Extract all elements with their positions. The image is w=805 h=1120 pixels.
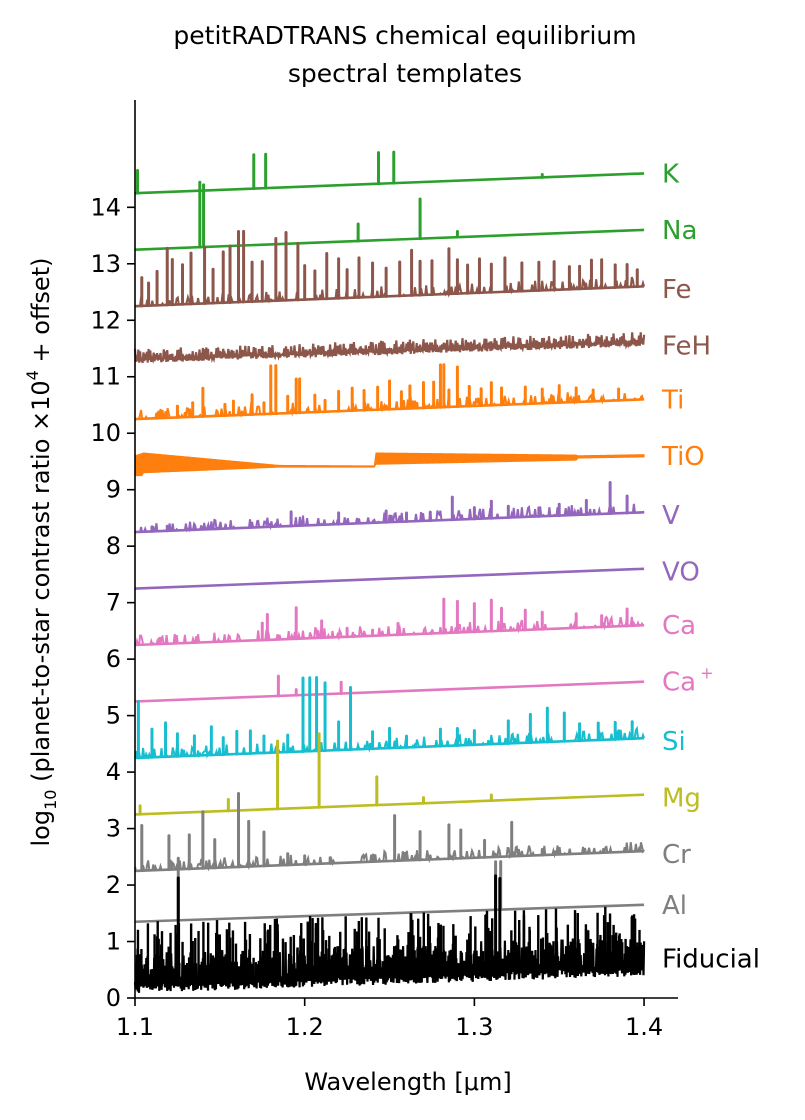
series-ca	[134, 597, 645, 647]
y-tick-label: 14	[90, 193, 121, 221]
series-continuum	[134, 567, 645, 590]
y-tick-label: 3	[106, 815, 121, 843]
series-noise	[135, 614, 645, 647]
series-continuum	[134, 172, 645, 195]
series-feh	[133, 332, 646, 364]
x-tick-label: 1.1	[116, 1013, 154, 1041]
species-label: Na	[662, 216, 697, 246]
series-continuum	[133, 332, 646, 364]
y-tick-label: 4	[106, 758, 121, 786]
series-si	[134, 675, 646, 760]
series-fe	[134, 229, 646, 308]
series-ca-ion	[134, 674, 645, 703]
series-vo	[134, 567, 645, 590]
x-tick-label: 1.4	[625, 1013, 663, 1041]
series-continuum	[134, 903, 645, 924]
y-axis-label-prefix-sub: 10	[41, 790, 60, 810]
series-continuum	[134, 680, 645, 703]
series-noise	[134, 503, 645, 534]
y-tick-label: 13	[90, 250, 121, 278]
y-axis-label-sup: 4	[23, 370, 42, 380]
x-axis-ticks: 1.1 1.2 1.3 1.4	[116, 998, 663, 1041]
series-group	[133, 150, 646, 993]
species-label: Ca	[662, 611, 696, 641]
y-axis-label: log10 (planet-to-star contrast ratio ×10…	[23, 258, 60, 847]
species-label: Mg	[662, 784, 701, 814]
species-label: TiO	[661, 442, 705, 472]
y-tick-label: 2	[106, 871, 121, 899]
species-label: V	[662, 501, 680, 531]
species-label: Cr	[662, 840, 691, 870]
species-label: Al	[662, 891, 687, 921]
y-tick-label: 12	[90, 306, 121, 334]
series-continuum	[134, 228, 645, 251]
y-axis-label-prefix: log	[27, 810, 55, 847]
species-label: Ca +	[662, 664, 714, 698]
series-continuum	[134, 793, 645, 816]
y-tick-label: 11	[90, 363, 121, 391]
series-cr	[134, 791, 645, 873]
y-tick-label: 7	[106, 589, 121, 617]
species-label: Fe	[662, 275, 692, 305]
y-tick-label: 1	[106, 928, 121, 956]
x-tick-label: 1.3	[455, 1013, 493, 1041]
series-k	[134, 150, 645, 195]
x-axis-label: Wavelength [μm]	[304, 1068, 511, 1096]
x-tick-label: 1.2	[286, 1013, 324, 1041]
y-tick-label: 10	[90, 419, 121, 447]
series-v	[134, 481, 645, 534]
series-mg	[134, 732, 645, 816]
series-fiducial	[133, 874, 646, 993]
y-tick-label: 8	[106, 532, 121, 560]
series-noise	[135, 276, 646, 308]
y-tick-label: 6	[106, 645, 121, 673]
series-ti	[134, 363, 645, 421]
y-axis-label-suffix: + offset)	[27, 258, 55, 371]
species-label: FeH	[662, 332, 711, 362]
series-noise	[134, 842, 645, 873]
y-tick-label: 0	[106, 984, 121, 1012]
species-label: Si	[662, 727, 686, 757]
series-labels: K Na Fe FeH Ti TiO V VO Ca Ca + Si Mg Cr Al Fiducial	[661, 159, 760, 974]
species-label: VO	[662, 558, 700, 588]
y-tick-label: 5	[106, 702, 121, 730]
series-band	[134, 452, 645, 477]
chart-title-line1: petitRADTRANS chemical equilibrium	[173, 21, 636, 50]
series-tio	[134, 452, 645, 477]
series-na	[134, 180, 645, 251]
y-axis-label-middle: (planet-to-star contrast ratio ×10	[27, 380, 55, 789]
chart-title-line2: spectral templates	[288, 59, 522, 88]
species-label: Ti	[661, 385, 684, 415]
species-label: K	[662, 159, 680, 189]
species-label: Fiducial	[662, 944, 760, 974]
y-tick-label: 9	[106, 476, 121, 504]
